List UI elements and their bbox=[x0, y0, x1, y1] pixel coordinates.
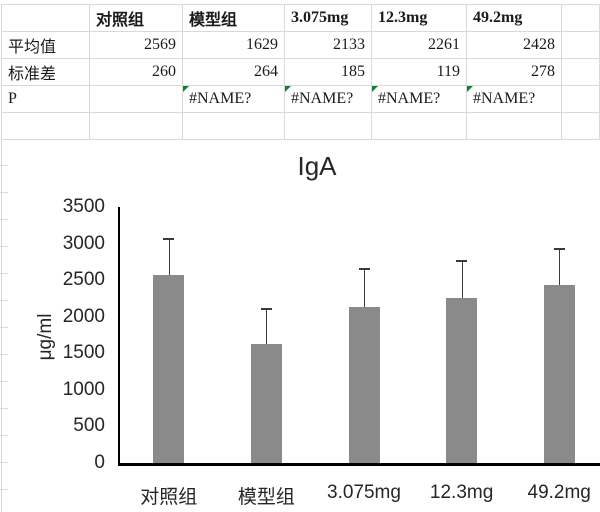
y-tick-label: 2000 bbox=[62, 305, 105, 327]
x-category-label: 对照组 bbox=[140, 487, 198, 508]
error-bar-cap bbox=[456, 260, 468, 263]
cell-mean-dose-492[interactable]: 2428 bbox=[466, 31, 562, 59]
error-bar-cap bbox=[260, 307, 272, 310]
cell-empty[interactable] bbox=[561, 4, 600, 32]
cell-row-label-p[interactable]: P bbox=[1, 85, 90, 113]
y-tick-label: 1000 bbox=[62, 378, 105, 400]
cell-sd-control-group[interactable]: 260 bbox=[89, 58, 183, 86]
error-value: #NAME? bbox=[473, 90, 536, 107]
sheet-gridline-vertical bbox=[1, 139, 2, 512]
y-tick-label: 3500 bbox=[62, 196, 105, 217]
cell-sd-dose-3075[interactable]: 185 bbox=[284, 58, 372, 86]
cell-mean-dose-3075[interactable]: 2133 bbox=[284, 31, 372, 59]
error-bar-line bbox=[168, 237, 170, 276]
sheet-gridlines-strip bbox=[0, 139, 8, 512]
y-tick-label: 0 bbox=[94, 452, 105, 473]
cell-empty[interactable] bbox=[371, 112, 467, 140]
error-bar-line bbox=[559, 248, 561, 286]
table-row-mean: 平均值 2569 1629 2133 2261 2428 bbox=[1, 31, 600, 59]
cell-header-control-group[interactable]: 对照组 bbox=[89, 4, 183, 32]
cell-mean-dose-123[interactable]: 2261 bbox=[371, 31, 467, 59]
cell-sd-dose-492[interactable]: 278 bbox=[466, 58, 562, 86]
cell-p-dose-123[interactable]: #NAME? bbox=[371, 85, 467, 113]
cell-empty[interactable] bbox=[182, 112, 285, 140]
error-value: #NAME? bbox=[378, 90, 441, 107]
cell-sd-model-group[interactable]: 264 bbox=[182, 58, 285, 86]
cell-empty[interactable] bbox=[561, 85, 600, 113]
cell-header-dose-492[interactable]: 49.2mg bbox=[466, 4, 562, 32]
table-row-header: 对照组 模型组 3.075mg 12.3mg 49.2mg bbox=[1, 4, 600, 32]
error-bar-line bbox=[364, 268, 365, 307]
bar-5[interactable] bbox=[543, 285, 575, 463]
bar-3[interactable] bbox=[348, 306, 380, 463]
bar-4[interactable] bbox=[446, 297, 478, 463]
x-category-label: 3.075mg bbox=[327, 482, 401, 503]
cell-empty[interactable] bbox=[561, 112, 600, 140]
x-axis-line bbox=[118, 463, 600, 466]
y-tick-label: 500 bbox=[73, 415, 105, 437]
x-category-label: 模型组 bbox=[237, 487, 295, 508]
cell-empty[interactable] bbox=[466, 112, 562, 140]
x-category-label: 49.2mg bbox=[527, 482, 591, 503]
error-indicator-icon bbox=[285, 86, 291, 92]
cell-header-dose-3075[interactable]: 3.075mg bbox=[284, 4, 372, 32]
error-indicator-icon bbox=[467, 86, 473, 92]
cell-sd-dose-123[interactable]: 119 bbox=[371, 58, 467, 86]
y-tick-label: 1500 bbox=[62, 342, 105, 364]
table-row-sd: 标准差 260 264 185 119 278 bbox=[1, 58, 600, 86]
cell-empty[interactable] bbox=[561, 31, 600, 59]
x-category-label: 12.3mg bbox=[429, 482, 494, 503]
error-value: #NAME? bbox=[189, 90, 252, 107]
cell-p-dose-492[interactable]: #NAME? bbox=[466, 85, 562, 113]
error-value: #NAME? bbox=[291, 90, 354, 107]
cell-mean-control-group[interactable]: 2569 bbox=[89, 31, 183, 59]
table-row-empty bbox=[1, 112, 600, 140]
error-bar-cap bbox=[358, 268, 370, 271]
table-row-p: P #NAME? #NAME? #NAME? #NAME? bbox=[1, 85, 600, 113]
y-tick-label: 3000 bbox=[62, 232, 105, 254]
bar-1[interactable] bbox=[153, 275, 185, 463]
cell-empty[interactable] bbox=[561, 58, 600, 86]
cell-p-dose-3075[interactable]: #NAME? bbox=[284, 85, 372, 113]
error-bar-cap bbox=[553, 248, 565, 251]
y-axis-line bbox=[118, 207, 120, 465]
cell-mean-model-group[interactable]: 1629 bbox=[182, 31, 285, 59]
error-bar-cap bbox=[163, 237, 175, 240]
cell-header-dose-123[interactable]: 12.3mg bbox=[371, 4, 467, 32]
cell-row-label-mean[interactable]: 平均值 bbox=[1, 31, 90, 59]
cell-p-control-group[interactable] bbox=[89, 85, 183, 113]
cell-header-model-group[interactable]: 模型组 bbox=[182, 4, 285, 32]
cell-empty[interactable] bbox=[284, 112, 372, 140]
bar-chart[interactable]: IgA μg/ml 0 500 1000 1500 2000 2500 3000 3500 对照… bbox=[8, 140, 600, 512]
error-bar-line bbox=[461, 260, 463, 298]
cell-corner[interactable] bbox=[1, 4, 90, 32]
bar-2[interactable] bbox=[250, 343, 282, 463]
chart-title[interactable]: IgA bbox=[297, 151, 337, 181]
data-table: 对照组 模型组 3.075mg 12.3mg 49.2mg 平均值 2569 1… bbox=[1, 4, 600, 140]
y-tick-label: 2500 bbox=[62, 269, 105, 291]
error-indicator-icon bbox=[183, 86, 189, 92]
error-indicator-icon bbox=[372, 86, 378, 92]
cell-p-model-group[interactable]: #NAME? bbox=[182, 85, 285, 113]
cell-empty[interactable] bbox=[1, 112, 90, 140]
error-bar-line bbox=[266, 307, 268, 344]
cell-empty[interactable] bbox=[89, 112, 183, 140]
cell-row-label-sd[interactable]: 标准差 bbox=[1, 58, 90, 86]
